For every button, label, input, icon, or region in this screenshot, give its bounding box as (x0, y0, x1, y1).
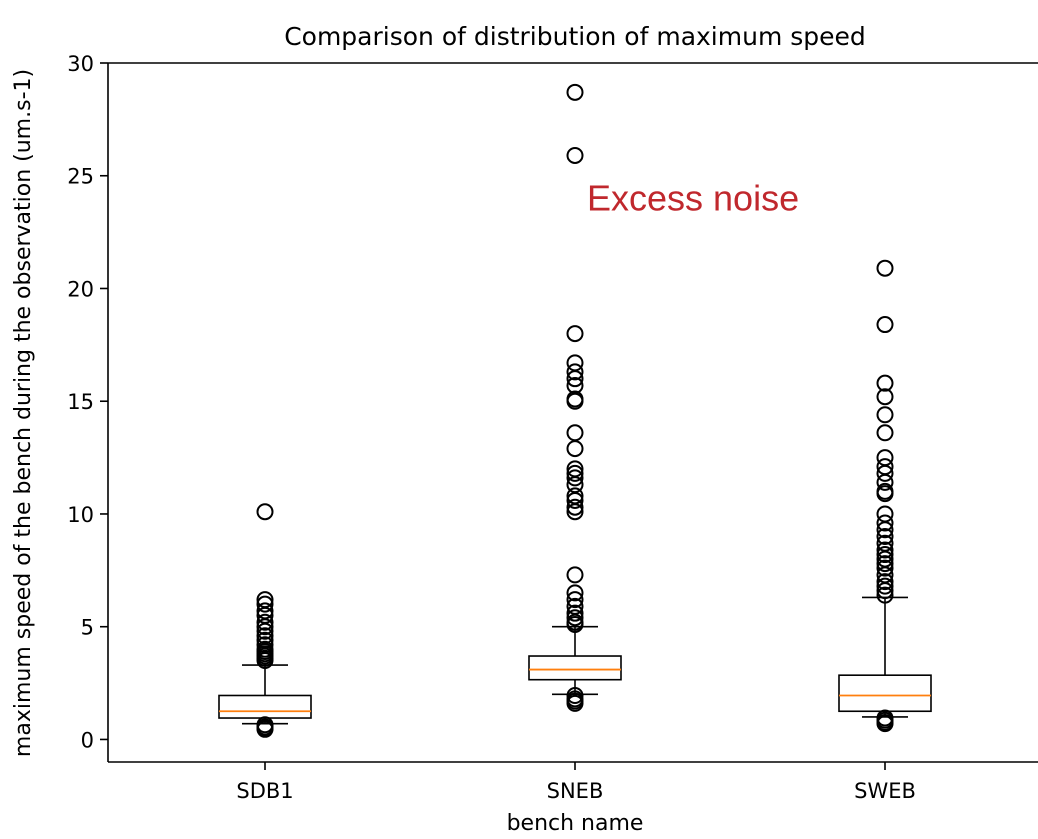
outlier-point (566, 591, 584, 609)
x-tick-label: SWEB (854, 779, 916, 803)
outlier-point (876, 541, 894, 559)
outlier-point (876, 485, 894, 503)
outlier-point (566, 325, 584, 343)
outlier-point (566, 469, 584, 487)
outlier-point (566, 354, 584, 372)
outlier-point (876, 424, 894, 442)
box-iqr (838, 674, 932, 713)
outlier-point (566, 694, 584, 712)
outlier-point (876, 464, 894, 482)
outlier-point (876, 449, 894, 467)
y-tick-label: 15 (67, 390, 94, 414)
x-tick-label: SDB1 (236, 779, 293, 803)
outlier-point (256, 595, 274, 613)
chart-title: Comparison of distribution of maximum sp… (284, 22, 866, 51)
y-tick-label: 30 (67, 52, 94, 76)
outlier-point (566, 584, 584, 602)
y-tick-label: 5 (81, 616, 94, 640)
outlier-point (876, 577, 894, 595)
y-tick-label: 25 (67, 165, 94, 189)
outlier-point (876, 582, 894, 600)
box-iqr (528, 655, 622, 681)
outlier-point (566, 363, 584, 381)
outlier-point (256, 503, 274, 521)
y-axis-ticks: 0 5 10 15 20 25 30 (67, 52, 108, 752)
outlier-point (876, 715, 894, 733)
outlier-point (566, 424, 584, 442)
outlier-point (876, 546, 894, 564)
outlier-point (876, 505, 894, 523)
outlier-point (876, 528, 894, 546)
outlier-point (566, 392, 584, 410)
outlier-point (876, 388, 894, 406)
outlier-point (566, 498, 584, 516)
excess-noise-annotation: Excess noise (587, 177, 799, 218)
outlier-point (566, 83, 584, 101)
boxes-group (218, 83, 932, 738)
outlier-point (256, 618, 274, 636)
x-axis-label: bench name (507, 811, 644, 836)
y-tick-label: 10 (67, 503, 94, 527)
outlier-point (876, 406, 894, 424)
outlier-point (566, 464, 584, 482)
outlier-point (876, 374, 894, 392)
outlier-point (876, 559, 894, 577)
outlier-point (256, 613, 274, 631)
outlier-point (566, 615, 584, 633)
outlier-point (876, 316, 894, 334)
outlier-point (876, 586, 894, 604)
y-tick-label: 0 (81, 728, 94, 752)
outlier-point (876, 555, 894, 573)
outlier-point (566, 370, 584, 388)
outlier-point (876, 473, 894, 491)
outlier-point (876, 514, 894, 532)
outlier-point (566, 503, 584, 521)
outlier-point (566, 491, 584, 509)
outlier-point (256, 652, 274, 670)
outlier-point (876, 521, 894, 539)
y-axis-label: maximum speed of the bench during the ob… (11, 69, 36, 757)
y-tick-label: 20 (67, 277, 94, 301)
outlier-point (256, 622, 274, 640)
outlier-point (566, 566, 584, 584)
x-tick-label: SNEB (547, 779, 604, 803)
outlier-point (566, 604, 584, 622)
outlier-point (566, 146, 584, 164)
outlier-point (566, 440, 584, 458)
outlier-point (876, 573, 894, 591)
outlier-point (566, 609, 584, 627)
outlier-point (256, 720, 274, 738)
box-iqr (218, 694, 312, 719)
x-axis-ticks: SDB1 SNEB SWEB (236, 762, 916, 803)
outlier-point (876, 259, 894, 277)
